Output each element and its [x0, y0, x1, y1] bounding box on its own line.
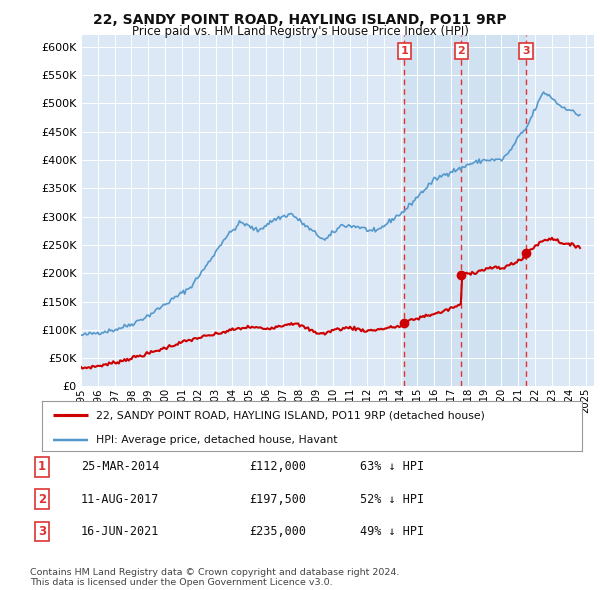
Text: 25-MAR-2014: 25-MAR-2014: [81, 460, 160, 473]
Text: HPI: Average price, detached house, Havant: HPI: Average price, detached house, Hava…: [96, 435, 337, 445]
Text: 11-AUG-2017: 11-AUG-2017: [81, 493, 160, 506]
Text: £235,000: £235,000: [249, 525, 306, 538]
Text: 16-JUN-2021: 16-JUN-2021: [81, 525, 160, 538]
Text: 2: 2: [458, 46, 466, 56]
Text: £112,000: £112,000: [249, 460, 306, 473]
Bar: [404, 35, 526, 386]
Text: 63% ↓ HPI: 63% ↓ HPI: [360, 460, 424, 473]
Text: 49% ↓ HPI: 49% ↓ HPI: [360, 525, 424, 538]
Text: 1: 1: [401, 46, 409, 56]
Text: 1: 1: [38, 460, 46, 473]
Text: 22, SANDY POINT ROAD, HAYLING ISLAND, PO11 9RP: 22, SANDY POINT ROAD, HAYLING ISLAND, PO…: [93, 13, 507, 27]
Text: 22, SANDY POINT ROAD, HAYLING ISLAND, PO11 9RP (detached house): 22, SANDY POINT ROAD, HAYLING ISLAND, PO…: [96, 410, 485, 420]
Text: Price paid vs. HM Land Registry's House Price Index (HPI): Price paid vs. HM Land Registry's House …: [131, 25, 469, 38]
Text: £197,500: £197,500: [249, 493, 306, 506]
Text: 3: 3: [522, 46, 530, 56]
Text: 3: 3: [38, 525, 46, 538]
Text: 52% ↓ HPI: 52% ↓ HPI: [360, 493, 424, 506]
Text: 2: 2: [38, 493, 46, 506]
Text: Contains HM Land Registry data © Crown copyright and database right 2024.
This d: Contains HM Land Registry data © Crown c…: [30, 568, 400, 587]
